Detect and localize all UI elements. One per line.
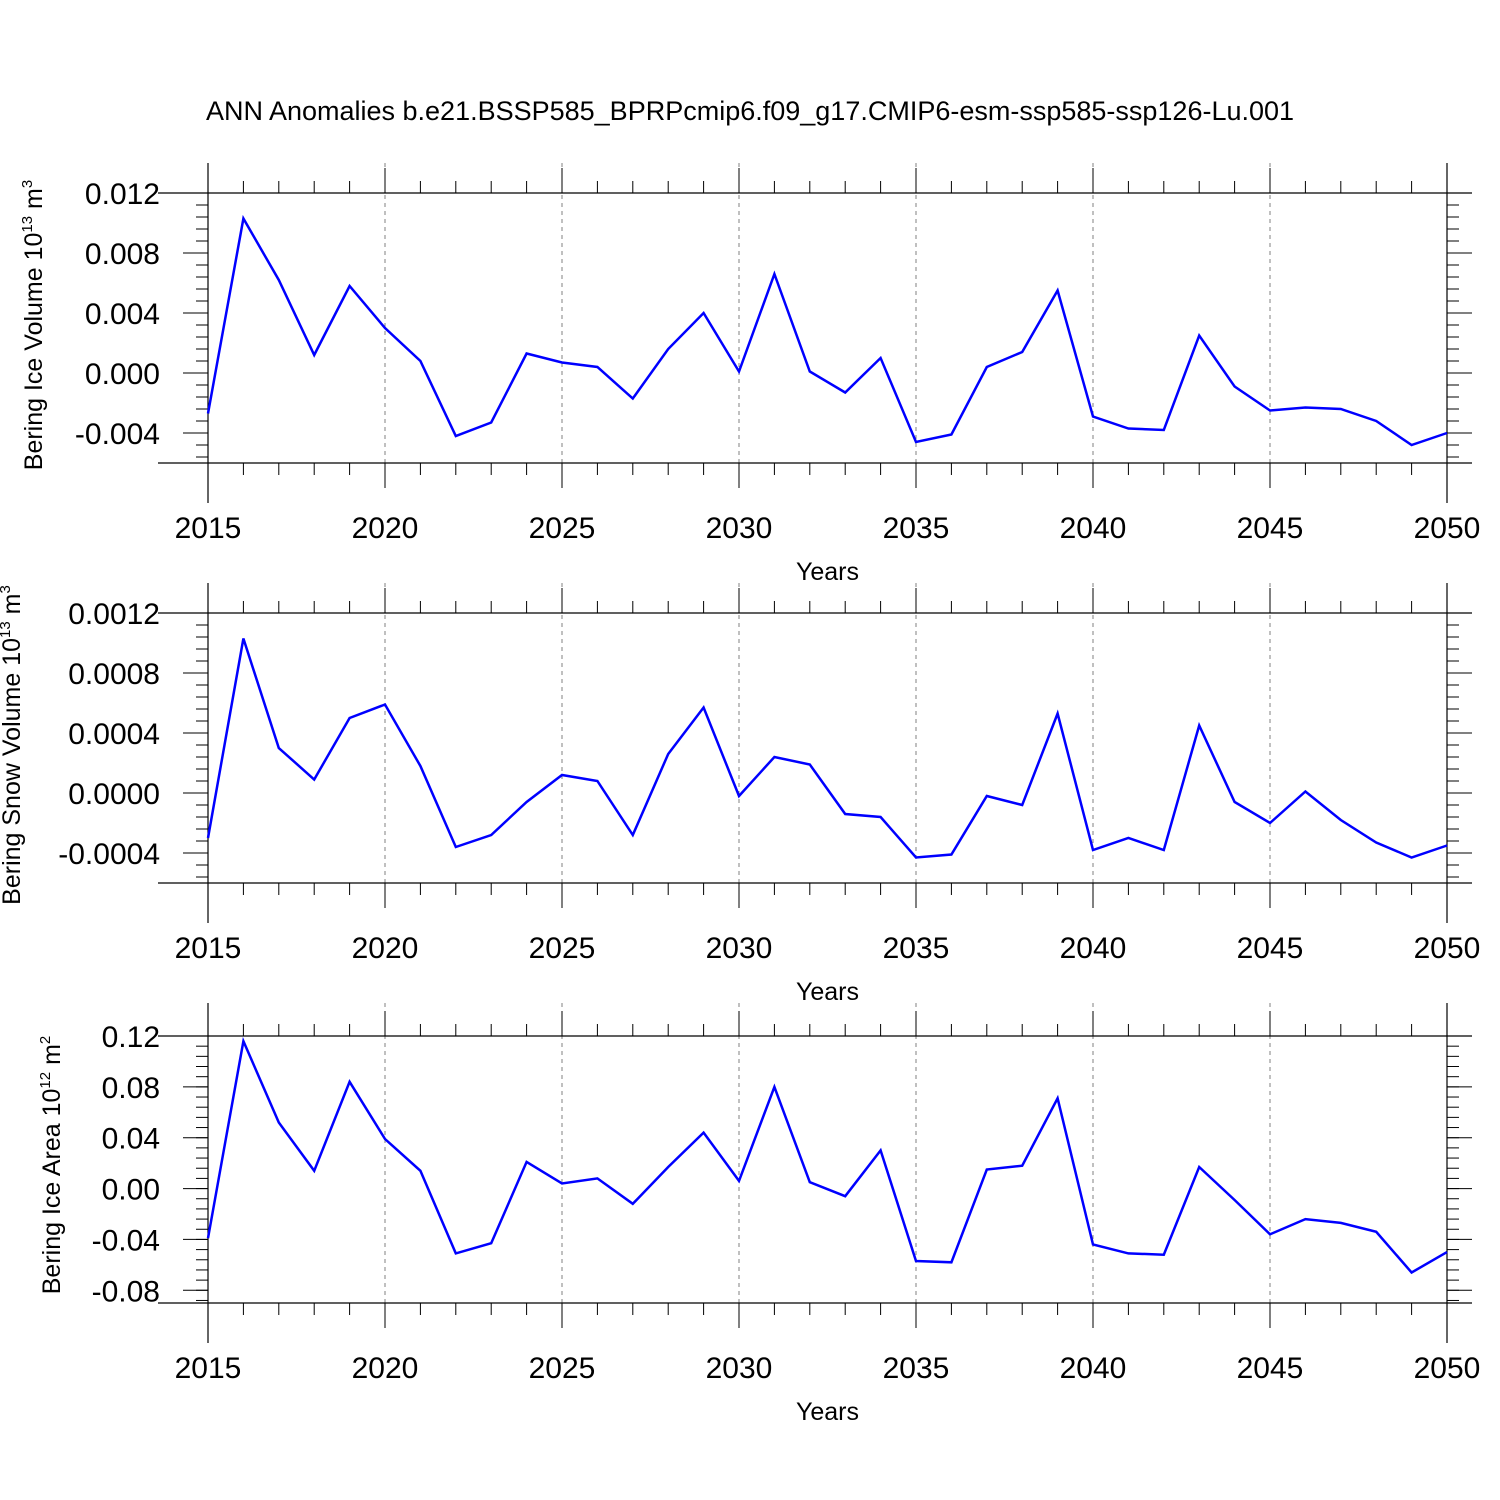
y-tick-label: 0.000 xyxy=(85,358,160,391)
y-tick-label: 0.012 xyxy=(85,178,160,211)
y-axis-title-exponent: 13 xyxy=(19,216,36,233)
y-axis-title: Bering Ice Volume 1013 m3 xyxy=(19,180,48,470)
y-tick-label: 0.04 xyxy=(102,1123,160,1156)
x-tick-label: 2050 xyxy=(1414,512,1481,545)
y-axis-title: Bering Ice Area 1012 m2 xyxy=(37,1036,66,1295)
x-tick-label: 2045 xyxy=(1237,512,1304,545)
y-axis-title-unit: m xyxy=(38,1044,66,1072)
panel-ice-area: 0.12 0.08 0.04 0.00 -0.04 -0.08 2015 2020 2025 20… xyxy=(37,1003,1480,1426)
series-line xyxy=(206,638,1448,859)
x-tick-label: 2040 xyxy=(1060,932,1127,965)
y-tick-label: 0.00 xyxy=(102,1174,160,1207)
y-tick-label: -0.08 xyxy=(92,1275,160,1308)
y-tick-label: 0.08 xyxy=(102,1072,160,1105)
x-tick-label: 2030 xyxy=(706,932,773,965)
y-axis-title-unit: m xyxy=(20,188,48,216)
y-tick-label: 0.0004 xyxy=(68,718,160,751)
x-axis-title: Years xyxy=(796,558,859,586)
y-tick-label: 0.0012 xyxy=(68,598,160,631)
y-tick-label: -0.0004 xyxy=(58,838,160,871)
x-tick-label: 2020 xyxy=(352,1352,419,1385)
x-tick-label: 2020 xyxy=(352,512,419,545)
y-axis-title-main: Bering Ice Volume 10 xyxy=(20,233,48,471)
y-axis-title-unit: m xyxy=(0,594,26,622)
x-tick-label: 2030 xyxy=(706,512,773,545)
x-tick-label: 2035 xyxy=(883,1352,950,1385)
series-line xyxy=(206,1036,1448,1275)
x-tick-label: 2045 xyxy=(1237,1352,1304,1385)
y-tick-label: -0.04 xyxy=(92,1224,160,1257)
y-tick-label: 0.008 xyxy=(85,238,160,271)
panel-snow-volume: 0.0012 0.0008 0.0004 0.0000 -0.0004 2015 2020 2… xyxy=(0,583,1480,1006)
x-tick-label: 2045 xyxy=(1237,932,1304,965)
x-tick-label: 2040 xyxy=(1060,512,1127,545)
panel-ice-volume: 0.012 0.008 0.004 0.000 -0.004 2015 2020 2025 20… xyxy=(19,163,1480,586)
y-axis-title-unit-exponent: 2 xyxy=(37,1036,54,1044)
chart-title: ANN Anomalies b.e21.BSSP585_BPRPcmip6.f0… xyxy=(205,96,1295,126)
x-tick-label: 2015 xyxy=(175,512,242,545)
series-line xyxy=(206,214,1448,447)
x-tick-label: 2015 xyxy=(175,1352,242,1385)
x-tick-label: 2035 xyxy=(883,512,950,545)
x-tick-label: 2025 xyxy=(529,1352,596,1385)
x-axis-title: Years xyxy=(796,1398,859,1426)
x-tick-label: 2020 xyxy=(352,932,419,965)
x-tick-label: 2035 xyxy=(883,932,950,965)
x-tick-label: 2030 xyxy=(706,1352,773,1385)
y-tick-label: 0.004 xyxy=(85,298,160,331)
x-tick-label: 2025 xyxy=(529,512,596,545)
x-tick-label: 2025 xyxy=(529,932,596,965)
x-tick-label: 2050 xyxy=(1414,932,1481,965)
y-axis-title-unit-exponent: 3 xyxy=(19,180,36,188)
x-tick-label: 2040 xyxy=(1060,1352,1127,1385)
y-axis-title-exponent: 13 xyxy=(0,621,14,638)
y-axis-title-unit-exponent: 3 xyxy=(0,585,14,593)
y-axis-title: Bering Snow Volume 1013 m3 xyxy=(0,585,26,905)
x-axis-title: Years xyxy=(796,978,859,1006)
y-axis-title-main: Bering Ice Area 10 xyxy=(38,1089,66,1295)
y-tick-label: 0.0000 xyxy=(68,778,160,811)
y-axis-title-main: Bering Snow Volume 10 xyxy=(0,638,26,905)
x-tick-label: 2015 xyxy=(175,932,242,965)
y-tick-label: -0.004 xyxy=(75,418,160,451)
y-axis-title-exponent: 12 xyxy=(37,1072,54,1089)
x-tick-label: 2050 xyxy=(1414,1352,1481,1385)
y-tick-label: 0.12 xyxy=(102,1021,160,1054)
y-tick-label: 0.0008 xyxy=(68,658,160,691)
